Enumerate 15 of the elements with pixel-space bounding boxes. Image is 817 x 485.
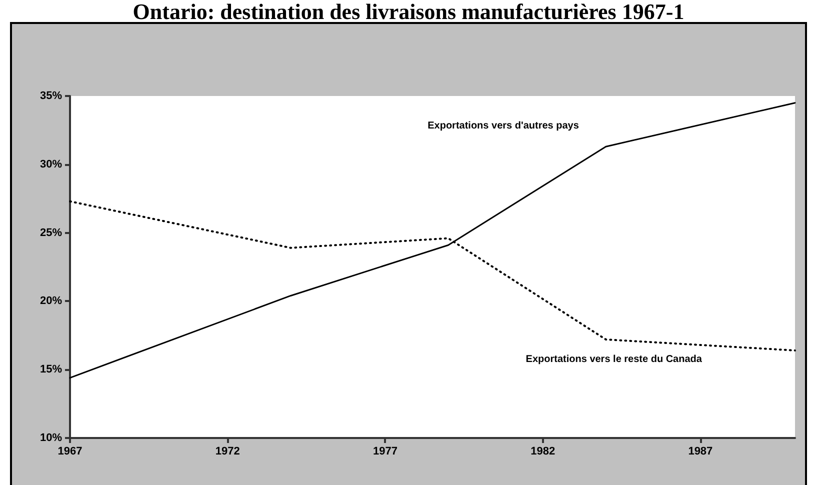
x-tick-label: 1982 xyxy=(530,446,556,458)
x-tick-label: 1972 xyxy=(215,446,240,458)
chart-title: Ontario: destination des livraisons manufacturières 1967-1 xyxy=(132,0,686,24)
y-tick-label: 30% xyxy=(40,158,62,170)
text: Exportations vers d'autres pays xyxy=(428,120,580,132)
y-tick-label: 25% xyxy=(40,226,62,239)
y-tick-label: 15% xyxy=(40,364,62,376)
y-tick-label: 35% xyxy=(40,90,62,102)
y-tick-label: 20% xyxy=(40,295,62,308)
x-tick-label: 1977 xyxy=(372,446,398,458)
x-tick-label: 1987 xyxy=(688,446,713,458)
line-series xyxy=(69,102,796,379)
y-tick-label: 10% xyxy=(40,432,62,444)
series-label: Exportations vers le reste du Canada xyxy=(526,354,702,366)
x-tick-label: 1967 xyxy=(58,446,82,458)
